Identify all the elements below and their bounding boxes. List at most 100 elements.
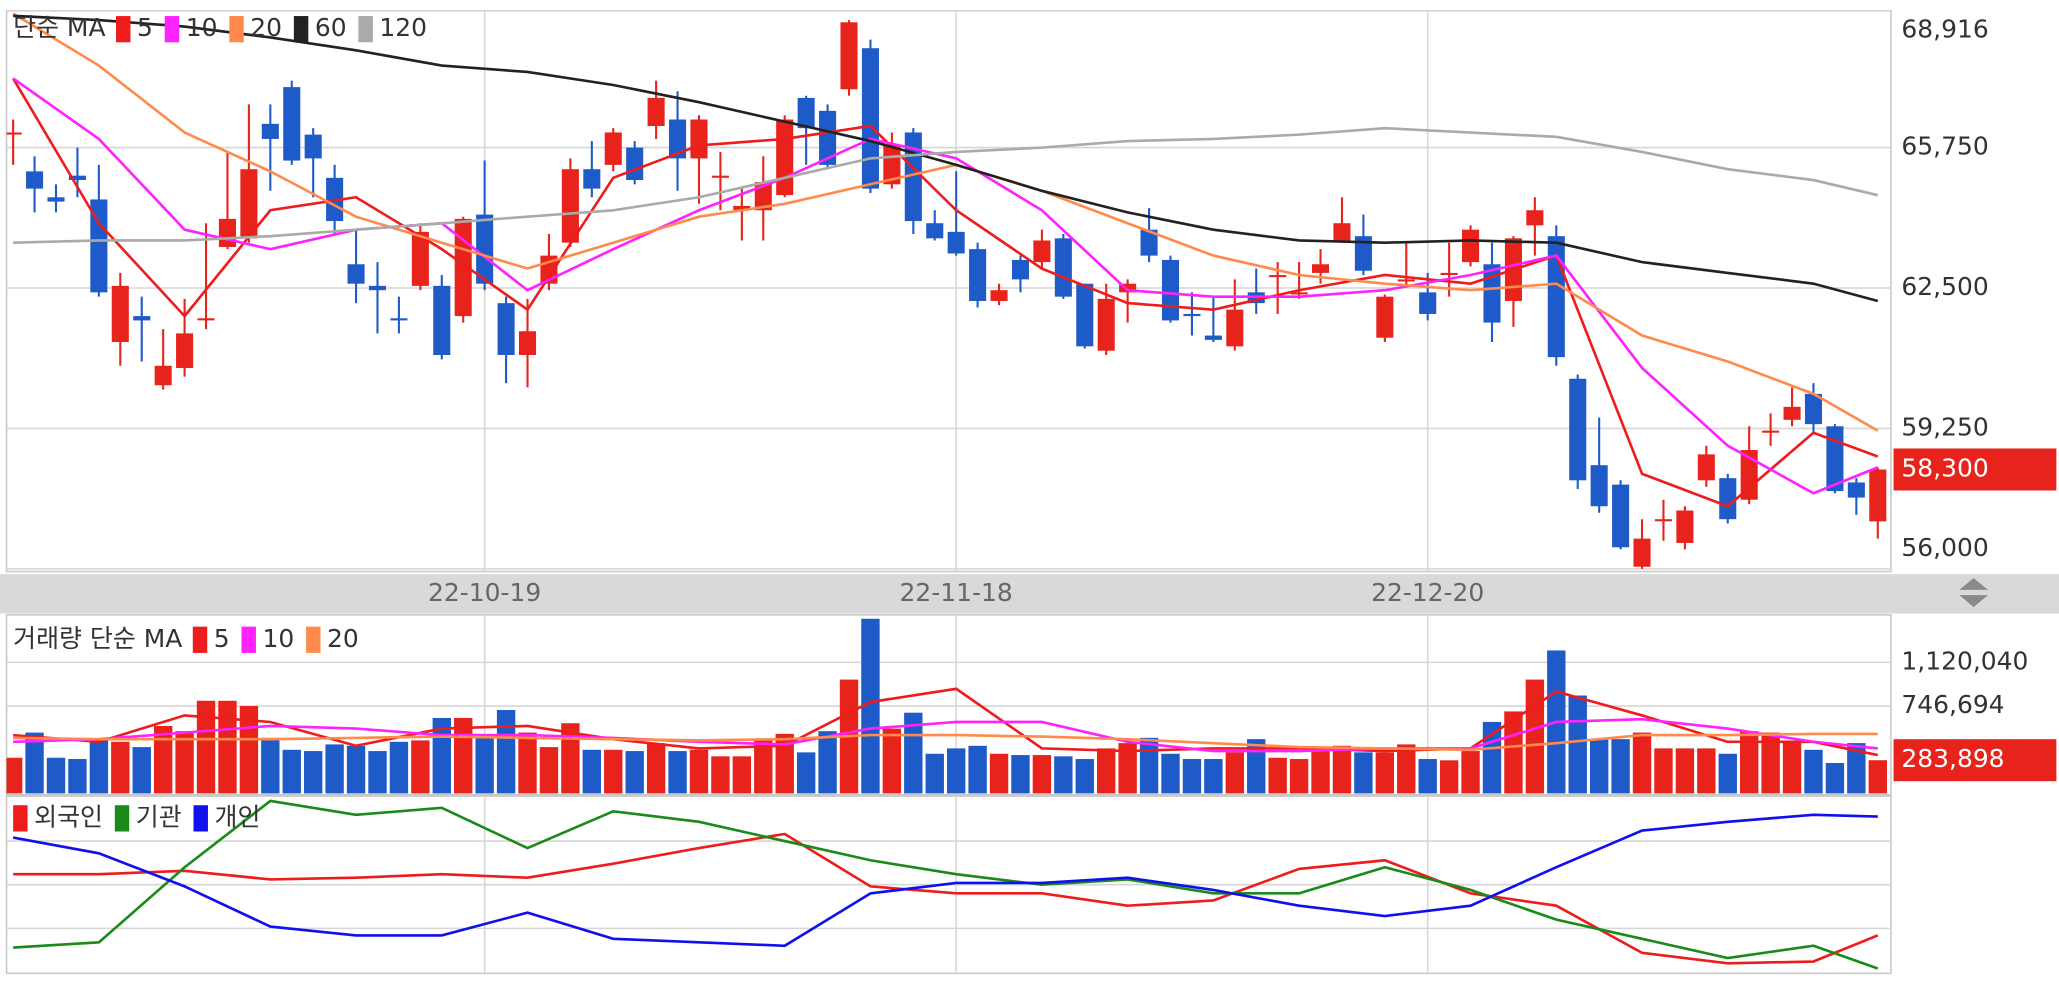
candle-body [1869, 469, 1887, 522]
candle-body [604, 132, 622, 165]
last-value-box [1893, 448, 2057, 491]
candle-body [390, 318, 408, 321]
legend-title: 거래량 단순 MA [13, 624, 182, 653]
candle-body [497, 303, 515, 355]
volume-bar [539, 747, 559, 794]
volume-ma-line [13, 732, 1878, 752]
candle-body [1612, 484, 1630, 548]
candle-body [1633, 538, 1651, 567]
volume-bar [111, 741, 130, 794]
candle-body [797, 97, 815, 129]
candle-body [1076, 283, 1094, 347]
volume-bar [1161, 753, 1180, 794]
volume-bar [1868, 760, 1887, 794]
volume-bar [1011, 755, 1030, 794]
legend-label: 외국인 [34, 802, 103, 831]
candle-body [1762, 430, 1780, 433]
volume-bar [411, 740, 430, 794]
candle-body [1204, 335, 1222, 340]
legend-label: 기관 [136, 802, 182, 831]
candle-body [154, 365, 172, 386]
candle-body [304, 134, 322, 159]
last-value-box [1893, 739, 2057, 782]
candle-body [47, 197, 65, 202]
candle-body [368, 285, 387, 291]
volume-bar [1225, 752, 1244, 794]
volume-bar [1504, 711, 1523, 794]
volume-bar [153, 725, 173, 794]
volume-bar [261, 737, 280, 794]
volume-bar [1182, 759, 1202, 794]
volume-bar [1118, 743, 1137, 794]
volume-bar [1589, 739, 1609, 794]
candle-body [218, 218, 236, 247]
candle-body [1183, 313, 1201, 317]
candle-body [990, 290, 1008, 301]
candle-body [647, 97, 665, 126]
volume-bar [496, 710, 516, 794]
candle-body [6, 132, 22, 135]
y-tick-label: 746,694 [1901, 690, 2004, 719]
candle-body [1376, 296, 1394, 338]
volume-ma-line [13, 717, 1878, 753]
volume-bar [1761, 732, 1780, 794]
candle-body [90, 199, 108, 293]
candle-body [411, 231, 429, 286]
volume-bar [925, 753, 944, 794]
volume-bar [1268, 757, 1287, 794]
volume-bar [968, 745, 987, 794]
volume-bar [711, 756, 730, 794]
candle-body [861, 48, 879, 189]
volume-bar [732, 756, 752, 794]
volume-bar [132, 747, 151, 794]
volume-bar [1354, 752, 1373, 794]
volume-bar [1397, 744, 1416, 794]
candle-body [561, 169, 579, 243]
candle-body [176, 333, 194, 368]
candle-body [1161, 259, 1180, 321]
candle-body [1397, 279, 1415, 282]
candle-body [1290, 292, 1308, 295]
candle-body [1440, 272, 1458, 276]
legend-swatch [358, 16, 373, 43]
volume-bar [1697, 748, 1716, 794]
candle-body [583, 169, 601, 189]
candle-body [1054, 238, 1072, 297]
last-value-label: 283,898 [1901, 744, 2004, 773]
volume-bar [604, 749, 623, 794]
y-tick-label: 59,250 [1901, 412, 1988, 441]
legend-swatch [229, 16, 244, 43]
candle-body [1676, 510, 1694, 543]
volume-bar [346, 745, 366, 794]
date-band [0, 574, 2059, 614]
investor-line [12, 813, 1878, 948]
legend-swatch [193, 805, 208, 832]
candle-body [1119, 283, 1137, 293]
investor-plot [12, 799, 1879, 970]
volume-bar [989, 753, 1009, 794]
volume-bar [582, 749, 602, 794]
volume-bar [196, 700, 216, 794]
volume-bar [625, 751, 644, 794]
legend-label: 20 [250, 13, 282, 42]
resize-handle[interactable] [1959, 578, 1989, 607]
volume-bar [1675, 748, 1695, 794]
volume-bar [1289, 759, 1309, 794]
legend-label: 5 [214, 624, 230, 653]
volume-bar [389, 741, 409, 794]
volume-bar [904, 712, 923, 794]
volume-bar [1375, 752, 1395, 794]
candle-body [1462, 229, 1480, 263]
candle-body [1269, 275, 1287, 278]
y-tick-label: 56,000 [1901, 533, 1988, 562]
date-label: 22-11-18 [900, 578, 1013, 607]
candle-body [1483, 264, 1501, 323]
volume-bar [89, 739, 109, 794]
volume-bar [46, 757, 66, 794]
candle-body [1719, 478, 1737, 520]
candle-body [518, 331, 537, 355]
candle-body [1740, 450, 1758, 500]
candle-body [1354, 236, 1372, 271]
